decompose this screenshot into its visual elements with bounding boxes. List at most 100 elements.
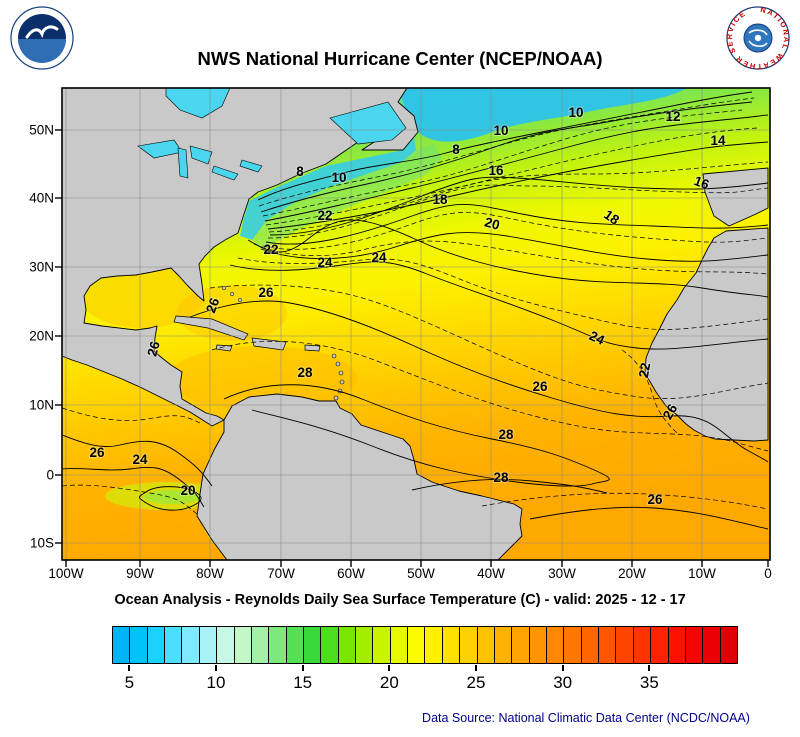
colorbar-cell-12 [321,627,339,663]
iberia-landmass [702,167,769,227]
axis-ticks [55,129,769,567]
lat-tick-label-10S: 10S [29,535,54,551]
colorbar-cell-16 [390,627,409,663]
colorbar-cell-32 [668,627,686,663]
colorbar-tick-5 [128,665,131,671]
contour-label-26: 26 [532,379,548,394]
bahamas-islands [221,285,243,303]
contour-label-10: 10 [331,170,346,185]
temperature-colorbar [112,626,738,664]
colorbar-tick-10 [215,665,217,671]
colorbar-tick-35 [648,665,651,671]
nws-logo-graphic: NATIONAL WEATHER SERVICE [725,5,790,71]
lake-michigan [177,147,189,179]
colorbar-cell-21 [477,627,495,663]
colorbar-tick-label-30: 30 [553,673,573,692]
lon-tick-label-0: 0 [764,566,772,581]
colorbar-cell-0 [113,627,131,663]
colorbar-cell-5 [199,627,218,663]
hispaniola-island [251,337,287,351]
subpolar-cold-water [400,88,687,142]
lon-tick-label-90W: 90W [126,566,154,581]
pacific-cold-tongue-core [144,490,200,504]
colorbar-tick-label-5: 5 [124,673,135,692]
contour-label-8: 8 [452,142,460,157]
contour-label-20: 20 [483,214,501,232]
south-america-landmass [196,393,523,560]
colorbar-cell-20 [460,627,478,663]
colorbar-cell-9 [269,627,287,663]
contour-label-24: 24 [371,250,387,265]
lon-tick-label-30W: 30W [548,566,576,581]
colorbar-cells [113,627,737,663]
colorbar-cell-31 [651,627,669,663]
hurricane-eye-icon [754,34,762,42]
colorbar-tick-label-10: 10 [206,673,226,692]
colorbar-cell-17 [408,627,426,663]
noaa-logo-graphic [10,6,74,70]
colorbar-tick-labels: 5 10 15 20 25 30 35 [112,665,736,697]
colorbar-cell-3 [165,627,183,663]
lon-tick-label-60W: 60W [337,566,365,581]
lat-tick-label-20N: 20N [29,328,54,344]
lake-erie [211,165,239,181]
contour-label-22: 22 [263,242,278,257]
colorbar-cell-29 [616,627,634,663]
colorbar-cell-19 [442,627,461,663]
contour-label-14: 14 [710,133,726,148]
lon-tick-label-100W: 100W [48,566,84,581]
contour-label-24: 24 [317,255,333,270]
colorbar-cell-25 [546,627,565,663]
colorbar-cell-14 [356,627,374,663]
contour-label-18: 18 [432,192,448,207]
map-frame [61,87,771,561]
nws-logo: NATIONAL WEATHER SERVICE [725,5,790,71]
lon-tick-label-40W: 40W [477,566,505,581]
colorbar-cell-27 [581,627,600,663]
contour-label-16: 16 [692,173,712,192]
colorbar-tick-30 [561,665,564,671]
gulf-of-mexico-warm-pool [80,264,204,328]
colorbar-tick-label-35: 35 [639,673,659,692]
colorbar-cell-23 [512,627,530,663]
gulf-of-st-lawrence [329,101,407,145]
noaa-logo [10,6,74,70]
colorbar-cell-35 [720,627,737,663]
lake-huron [189,145,213,165]
contour-label-28: 28 [493,470,509,485]
lon-tick-label-20W: 20W [618,566,646,581]
labrador-current-cold-band [240,138,416,240]
colorbar-cell-8 [251,627,270,663]
noaa-gull-icon [25,25,59,39]
contour-label-26: 26 [203,295,222,315]
contour-label-8: 8 [296,164,304,179]
colorbar-cell-7 [234,627,252,663]
lon-tick-label-80W: 80W [196,566,224,581]
contour-label-20: 20 [180,483,195,498]
colorbar-tick-label-20: 20 [379,673,399,692]
analysis-caption: Ocean Analysis - Reynolds Daily Sea Surf… [114,592,686,608]
colorbar-cell-34 [703,627,721,663]
lon-tick-label-50W: 50W [407,566,435,581]
colorbar-cell-11 [303,627,322,663]
lat-tick-label-50N: 50N [29,122,54,138]
colorbar-cell-10 [286,627,304,663]
puerto-rico-island [304,344,321,352]
contour-label-16: 16 [488,163,504,178]
colorbar-cell-30 [633,627,652,663]
colorbar-tick-label-25: 25 [466,673,486,692]
contour-label-10: 10 [493,123,508,138]
contour-label-26: 26 [89,445,105,460]
colorbar-tick-15 [301,665,304,671]
lat-tick-label-30N: 30N [29,259,54,275]
colorbar-cell-2 [147,627,166,663]
colorbar-cell-22 [494,627,513,663]
lon-tick-label-10W: 10W [688,566,716,581]
colorbar-tick-20 [388,665,391,671]
lat-tick-label-10N: 10N [29,397,54,413]
lat-tick-label-0: 0 [46,467,54,483]
hudson-bay [165,88,231,119]
page-title: NWS National Hurricane Center (NCEP/NOAA… [197,48,603,69]
